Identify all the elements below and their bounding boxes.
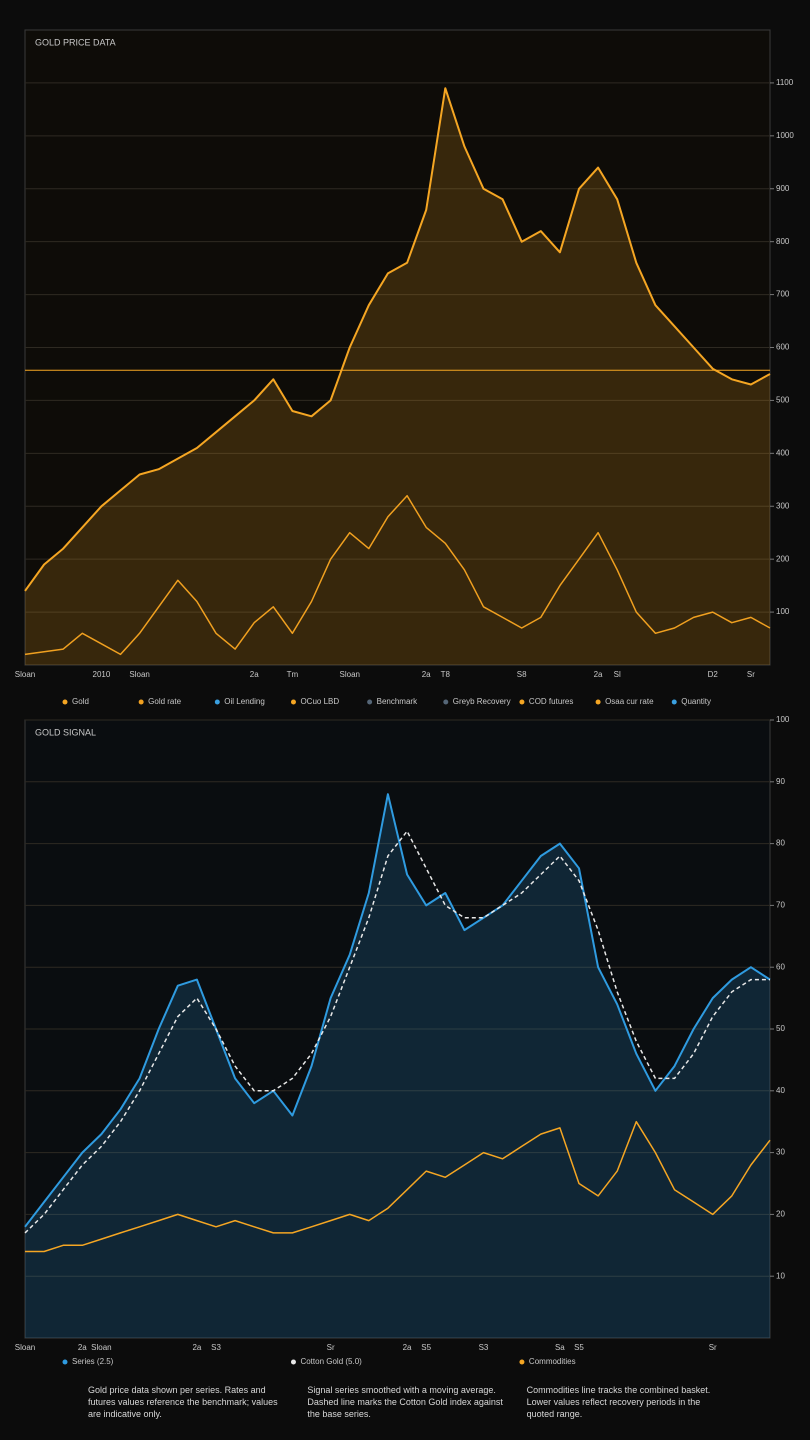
- series-line: [25, 1120, 771, 1253]
- x-tick-label: S8: [517, 670, 527, 679]
- x-tick-label: Sa: [555, 1343, 565, 1352]
- x-tick-label: T8: [441, 670, 451, 679]
- y-tick-label: 20: [776, 1210, 785, 1219]
- area: [25, 88, 770, 665]
- note: Signal series smoothed with a moving ave…: [307, 1385, 503, 1419]
- x-tick-label: S5: [421, 1343, 431, 1352]
- legend-swatch: [62, 699, 68, 705]
- legend-label: Gold rate: [148, 697, 181, 706]
- legend-swatch: [138, 699, 144, 705]
- legend-label: Greyb Recovery: [453, 697, 511, 706]
- x-tick-label: Sl: [614, 670, 621, 679]
- y-tick-label: 40: [776, 1086, 785, 1095]
- legend-label: Series (2.5): [72, 1357, 114, 1366]
- chart-title: GOLD PRICE DATA: [35, 37, 116, 47]
- y-tick-label: 90: [776, 777, 785, 786]
- y-tick-label: 50: [776, 1024, 785, 1033]
- legend-label: OCuo LBD: [300, 697, 339, 706]
- x-tick-label: 2a: [250, 670, 259, 679]
- x-tick-label: D2: [708, 670, 719, 679]
- x-tick-label: 2a: [192, 1343, 201, 1352]
- legend-label: Commodities: [529, 1357, 576, 1366]
- legend-swatch: [290, 699, 296, 705]
- x-tick-label: Sloan: [15, 1343, 35, 1352]
- y-tick-label: 200: [776, 554, 790, 563]
- y-tick-label: 1000: [776, 131, 794, 140]
- legend-label: Benchmark: [377, 697, 418, 706]
- y-tick-label: 700: [776, 290, 790, 299]
- legend-label: Quantity: [681, 697, 711, 706]
- series-line: [24, 793, 771, 1228]
- series-line: [24, 87, 771, 592]
- x-tick-label: 2a: [403, 1343, 412, 1352]
- legend-swatch: [214, 699, 220, 705]
- y-tick-label: 10: [776, 1271, 785, 1280]
- chart: GOLD PRICE DATA 100 200 300 400 500 600 700 800 9…: [15, 29, 794, 1366]
- legend-label: Cotton Gold (5.0): [300, 1357, 362, 1366]
- legend-swatch: [290, 1359, 296, 1365]
- legend-swatch: [671, 699, 677, 705]
- y-tick-label: 60: [776, 962, 785, 971]
- x-tick-label: Sloan: [340, 670, 360, 679]
- note: Gold price data shown per series. Rates …: [88, 1385, 278, 1419]
- y-tick-label: 100: [776, 607, 790, 616]
- legend-label: Osaa cur rate: [605, 697, 654, 706]
- area: [25, 794, 770, 1338]
- x-tick-label: Tm: [287, 670, 299, 679]
- x-tick-label: Sloan: [129, 670, 149, 679]
- notes: Gold price data shown per series. Rates …: [88, 1384, 728, 1420]
- x-tick-label: 2a: [422, 670, 431, 679]
- legend-swatch: [519, 1359, 525, 1365]
- x-tick-label: 2010: [93, 670, 111, 679]
- legend-swatch: [443, 699, 449, 705]
- x-tick-label: Sloan: [15, 670, 35, 679]
- y-tick-label: 500: [776, 396, 790, 405]
- y-tick-label: 30: [776, 1148, 785, 1157]
- x-tick-label: S3: [479, 1343, 489, 1352]
- legend-label: Gold: [72, 697, 89, 706]
- y-tick-label: 600: [776, 343, 790, 352]
- y-tick-label: 100: [776, 715, 790, 724]
- y-tick-label: 400: [776, 448, 790, 457]
- legend-label: COD futures: [529, 697, 573, 706]
- y-tick-label: 70: [776, 901, 785, 910]
- legend-label: Oil Lending: [224, 697, 264, 706]
- x-tick-label: S5: [574, 1343, 584, 1352]
- y-tick-label: 80: [776, 839, 785, 848]
- legend-swatch: [519, 699, 525, 705]
- legend-swatch: [367, 699, 373, 705]
- series-line: [24, 830, 770, 1234]
- chart-title: GOLD SIGNAL: [35, 727, 96, 737]
- x-tick-label: 2a: [78, 1343, 87, 1352]
- y-tick-label: 1100: [776, 78, 794, 87]
- x-tick-label: Sloan: [91, 1343, 111, 1352]
- x-tick-label: 2a: [594, 670, 603, 679]
- x-tick-label: S3: [211, 1343, 221, 1352]
- series-line: [24, 494, 771, 656]
- y-tick-label: 900: [776, 184, 790, 193]
- legend-swatch: [595, 699, 601, 705]
- x-tick-label: Sr: [709, 1343, 717, 1352]
- legend-swatch: [62, 1359, 68, 1365]
- y-tick-label: 800: [776, 237, 790, 246]
- x-tick-label: Sr: [747, 670, 755, 679]
- y-tick-label: 300: [776, 501, 790, 510]
- note: Commodities line tracks the combined bas…: [526, 1385, 711, 1419]
- x-tick-label: Sr: [327, 1343, 335, 1352]
